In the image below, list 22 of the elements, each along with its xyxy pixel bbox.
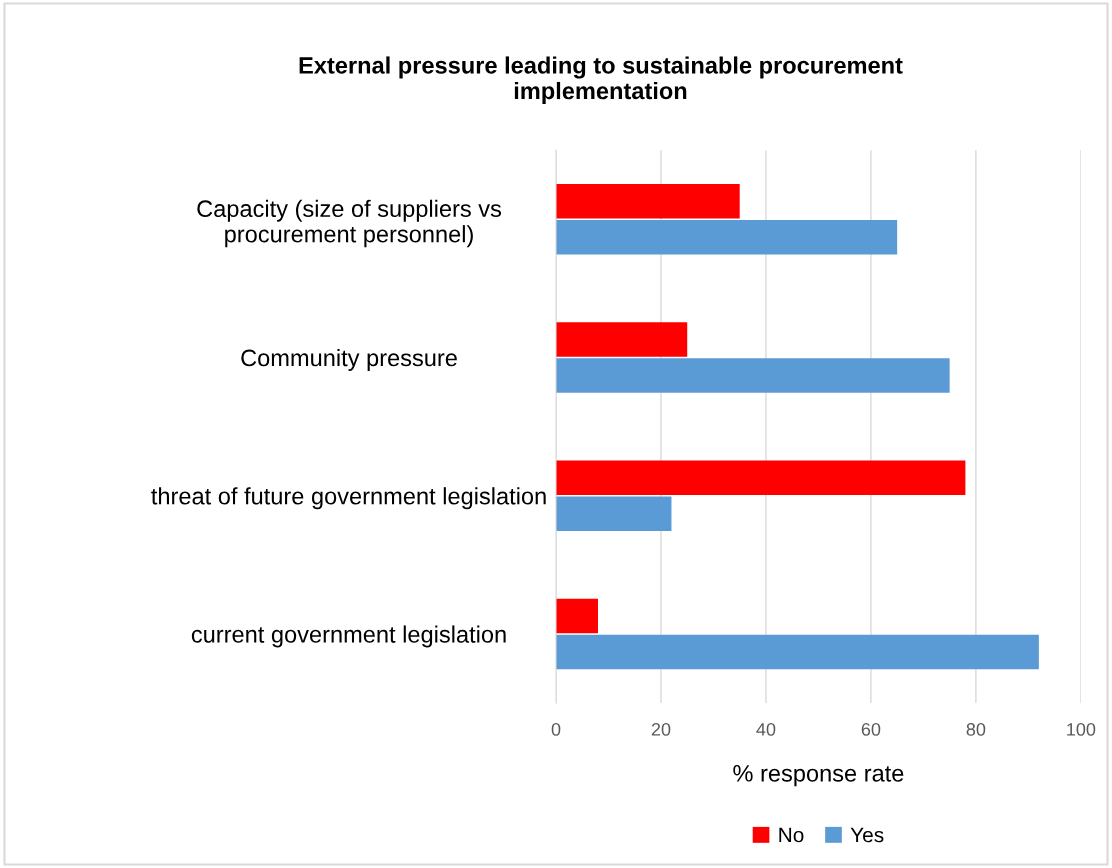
- bar: [556, 358, 950, 393]
- bar: [556, 322, 688, 357]
- bar: [556, 634, 1039, 670]
- y-tick-label: current government legislation: [191, 625, 506, 648]
- y-tick-label: Community pressure: [241, 348, 457, 371]
- x-tick-label: 40: [756, 723, 776, 736]
- legend-label: Yes: [850, 827, 884, 843]
- y-tick-label: threat of future government legislation: [151, 487, 546, 510]
- bar: [556, 219, 898, 255]
- bar: [556, 184, 740, 219]
- x-tick-label: 0: [551, 723, 561, 736]
- bar: [556, 460, 966, 496]
- x-tick-label: 80: [966, 723, 986, 736]
- y-tick-label: Capacity (size of suppliers vs procurement personnel): [197, 199, 502, 248]
- bar: [556, 496, 672, 531]
- x-tick-label: 20: [651, 723, 671, 736]
- x-tick-label: 60: [861, 723, 881, 736]
- chart-title: External pressure leading to sustainable procurement implementation: [299, 56, 903, 104]
- bar: [556, 598, 598, 634]
- x-axis-title: % response rate: [733, 765, 904, 787]
- x-tick-label: 100: [1067, 723, 1096, 736]
- legend-label: No: [779, 827, 804, 843]
